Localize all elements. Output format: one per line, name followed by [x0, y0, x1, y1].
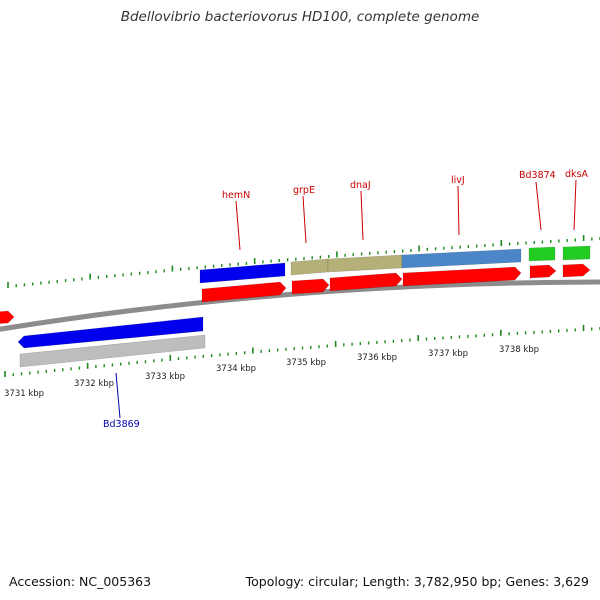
cds-grpe[interactable]	[291, 278, 330, 295]
kbp-label-3734: 3734 kbp	[216, 364, 256, 374]
gene-label-bd3874[interactable]: Bd3874	[519, 170, 556, 181]
genome-backbone	[0, 279, 600, 332]
cds-dnaj[interactable]	[329, 272, 403, 292]
gene-label-bd3869[interactable]: Bd3869	[103, 419, 140, 430]
kbp-label-3736: 3736 kbp	[357, 353, 397, 363]
gene-label-grpe[interactable]: grpE	[293, 185, 315, 196]
kbp-label-3731: 3731 kbp	[4, 389, 44, 399]
cds-hemn[interactable]	[201, 281, 287, 303]
gene-label-dksa[interactable]: dksA	[565, 169, 588, 180]
kbp-label-3737: 3737 kbp	[428, 349, 468, 359]
cog-bar-bd3869-2[interactable]	[19, 334, 206, 368]
cds-dksa[interactable]	[562, 263, 591, 278]
kbp-label-3733: 3733 kbp	[145, 372, 185, 382]
label-leaders	[115, 179, 577, 419]
cds-partial-left[interactable]	[0, 310, 15, 324]
kbp-label-3735: 3735 kbp	[286, 358, 326, 368]
cog-bar-bd3874[interactable]	[528, 246, 556, 262]
genome-summary: Topology: circular; Length: 3,782,950 bp…	[245, 574, 589, 589]
cog-bar-dksa[interactable]	[562, 245, 591, 261]
cog-bar-grpe[interactable]	[290, 258, 329, 276]
cog-bar-bd3869[interactable]	[17, 316, 204, 349]
accession-label: Accession: NC_005363	[9, 574, 152, 589]
inner-tick-track	[4, 325, 600, 377]
outer-tick-track	[7, 235, 600, 288]
gene-label-hemn[interactable]: hemN	[222, 190, 250, 201]
cog-bar-hemn[interactable]	[199, 262, 286, 284]
cog-bar-livj[interactable]	[401, 248, 522, 269]
gene-label-dnaj[interactable]: dnaJ	[350, 180, 371, 191]
kbp-label-3738: 3738 kbp	[499, 345, 539, 355]
map-title: Bdellovibrio bacteriovorus HD100, comple…	[120, 9, 480, 25]
cds-livj[interactable]	[402, 266, 522, 287]
kbp-label-3732: 3732 kbp	[74, 379, 114, 389]
cds-bd3874[interactable]	[529, 264, 557, 279]
gene-label-livj[interactable]: livJ	[451, 175, 465, 186]
cog-bar-dnaj[interactable]	[327, 254, 403, 273]
